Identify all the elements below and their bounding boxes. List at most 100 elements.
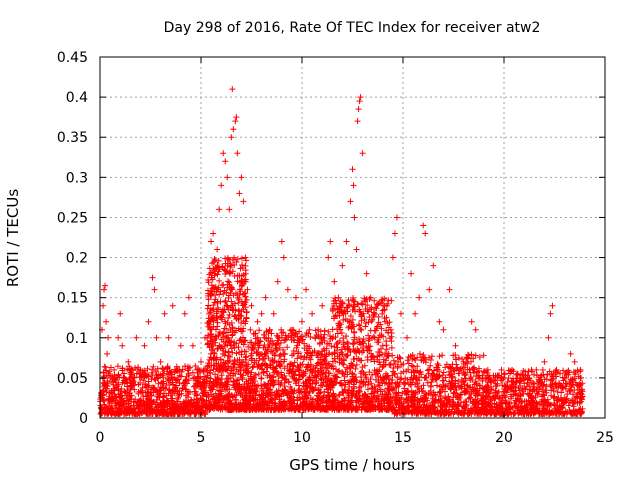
data-point <box>214 246 221 253</box>
data-point <box>383 342 390 349</box>
data-point <box>200 376 207 383</box>
data-point <box>404 357 411 364</box>
data-point <box>119 367 126 374</box>
y-tick-labels: 00.050.10.150.20.250.30.350.40.45 <box>57 50 88 427</box>
data-point <box>350 340 357 347</box>
data-point <box>228 345 235 352</box>
data-point <box>100 398 107 405</box>
data-point <box>110 409 117 416</box>
data-point <box>236 190 243 197</box>
data-point <box>452 342 459 349</box>
data-point <box>344 352 351 359</box>
data-point <box>319 302 326 309</box>
data-point <box>331 278 338 285</box>
data-point <box>226 206 233 213</box>
data-point <box>177 342 184 349</box>
data-point <box>233 258 240 265</box>
data-point <box>153 403 160 410</box>
data-point <box>184 404 191 411</box>
data-point <box>355 106 362 113</box>
data-point <box>321 327 328 334</box>
data-point <box>101 286 108 293</box>
data-point <box>214 323 221 330</box>
data-point <box>218 182 225 189</box>
data-point <box>468 318 475 325</box>
data-point <box>174 368 181 375</box>
data-point <box>426 286 433 293</box>
data-point <box>309 310 316 317</box>
data-point <box>412 310 419 317</box>
data-point <box>232 290 239 297</box>
data-point <box>163 381 170 388</box>
data-point <box>119 399 126 406</box>
data-point <box>134 399 141 406</box>
data-point <box>126 409 133 416</box>
data-point <box>303 286 310 293</box>
data-point <box>148 409 155 416</box>
data-point <box>144 365 151 372</box>
data-point <box>108 378 115 385</box>
data-point <box>549 302 556 309</box>
data-point <box>164 398 171 405</box>
data-point <box>350 182 357 189</box>
data-point <box>162 409 169 416</box>
data-point <box>350 297 357 304</box>
data-point <box>109 405 116 412</box>
data-point <box>349 166 356 173</box>
data-point <box>372 327 379 334</box>
data-point <box>389 254 396 261</box>
data-point <box>416 350 423 357</box>
data-point <box>150 363 157 370</box>
data-point <box>427 383 434 390</box>
data-point <box>367 294 374 301</box>
data-point <box>192 410 199 417</box>
data-point <box>362 323 369 330</box>
data-point <box>133 334 140 341</box>
data-point <box>198 358 204 365</box>
data-point <box>356 98 363 105</box>
data-point <box>197 395 204 402</box>
data-point <box>247 326 254 333</box>
data-point <box>242 299 249 306</box>
data-point <box>422 230 429 237</box>
data-point <box>166 377 173 384</box>
data-point <box>111 374 118 381</box>
data-point <box>121 403 128 410</box>
data-point <box>229 268 236 275</box>
data-point <box>230 126 237 133</box>
data-point <box>306 326 313 333</box>
data-point <box>189 342 196 349</box>
data-point <box>404 334 411 341</box>
data-point <box>197 380 204 387</box>
data-point <box>329 307 336 314</box>
data-point <box>114 399 121 406</box>
data-point <box>234 256 241 263</box>
x-tick-label: 20 <box>495 430 513 446</box>
data-point <box>172 406 179 413</box>
data-point <box>157 409 164 416</box>
data-point <box>132 396 139 403</box>
data-point <box>393 214 400 221</box>
data-point <box>169 302 176 309</box>
y-tick-label: 0.45 <box>57 50 88 66</box>
data-point <box>140 393 147 400</box>
data-point <box>176 391 183 398</box>
data-point <box>216 277 223 284</box>
data-point <box>192 363 199 370</box>
data-point <box>195 365 202 372</box>
data-point <box>125 390 132 397</box>
data-point <box>172 384 179 391</box>
data-point <box>111 375 118 382</box>
data-point <box>224 174 231 181</box>
data-point <box>430 262 437 269</box>
data-point <box>148 376 155 383</box>
data-point <box>467 374 474 381</box>
data-point <box>351 328 358 335</box>
data-point <box>135 381 142 388</box>
data-point <box>127 374 134 381</box>
data-point <box>155 371 162 378</box>
data-point <box>258 310 265 317</box>
data-point <box>166 387 173 394</box>
data-point <box>239 262 246 269</box>
